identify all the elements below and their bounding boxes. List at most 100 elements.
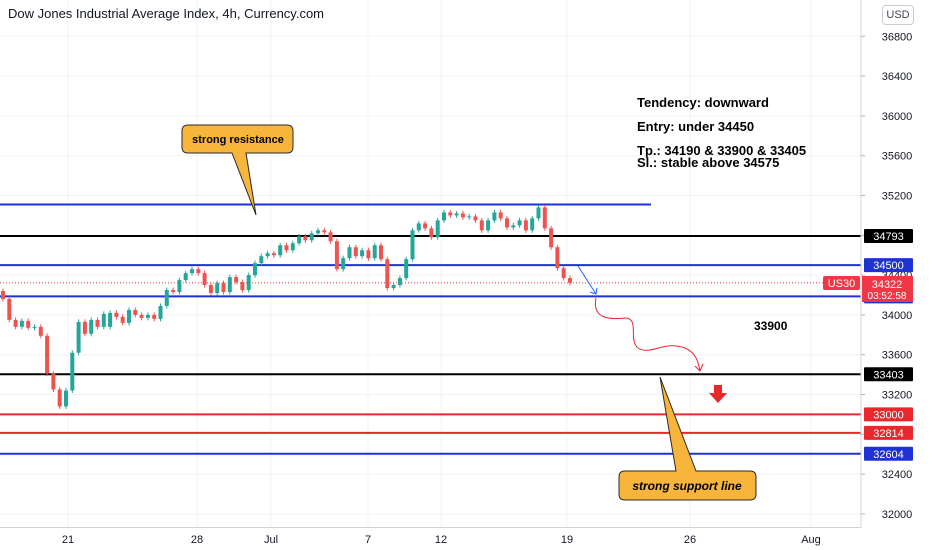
current-price-value: 34322 [872,279,903,291]
level-label-box [864,258,913,273]
candle [549,228,554,248]
candle [404,259,409,279]
symbol-tag-text: US30 [828,278,856,290]
candle [101,313,106,327]
candle [95,319,100,327]
y-tick-label: 33600 [882,350,913,362]
candle [435,220,440,238]
candle [334,241,339,270]
x-tick-label: 26 [684,534,696,546]
candle [397,278,402,286]
candle [152,314,157,319]
y-tick-label: 36800 [882,31,913,43]
x-tick-label: 12 [435,534,447,546]
x-tick-label: 28 [191,534,203,546]
candle [208,285,213,294]
resistance-callout-box [181,124,294,216]
candle [82,321,87,334]
candle [51,373,56,390]
horizontal-levels [0,203,861,455]
candle [309,233,314,241]
candle [13,319,18,327]
projection-arrowhead-2 [694,363,704,372]
candle [64,390,68,407]
candle [240,282,245,291]
candle [568,278,572,283]
target-note: 33900 [754,319,788,333]
candle [448,212,453,216]
candle [303,236,308,241]
projection-curve [594,297,701,371]
y-tick-label: 33200 [882,390,913,402]
candle [328,232,333,242]
sl-note: Sl.: stable above 34575 [637,155,780,170]
candle [253,263,257,276]
candle [177,280,182,293]
entry-note: Entry: under 34450 [637,119,755,134]
resistance-callout-text: strong resistance [192,134,284,146]
candle [259,256,264,264]
candle [89,319,94,334]
candle [341,258,346,270]
candle [145,314,150,318]
level-label-box [864,228,913,243]
candle [410,230,415,260]
candles [1,204,572,409]
candle [171,290,176,293]
level-label-text: 34500 [873,260,904,272]
candle [26,320,31,328]
candle [196,269,201,274]
candle [265,253,270,257]
support-callout-text: strong support line [632,479,742,493]
candle [32,326,37,328]
candle [316,230,320,234]
candle [183,273,188,281]
candle [45,335,50,374]
candle [227,277,232,293]
down-arrow-icon [709,385,727,403]
candle [360,250,365,257]
candle [479,220,484,231]
candle [76,321,81,353]
candle [202,273,207,286]
level-label-text: 34793 [873,231,904,243]
level-label-text: 32604 [873,449,904,461]
candle [347,247,352,259]
candle [57,389,62,407]
level-labels: 34793345003418633403330003281432604 [864,228,913,461]
candle [271,253,276,256]
candle [555,247,560,269]
candle [542,207,547,229]
y-tick-label: 35200 [882,191,913,203]
candle [353,247,358,257]
tp-note: Tp.: 34190 & 33900 & 33405 [637,143,807,158]
countdown-text: 03:52:58 [868,291,907,302]
candle [498,212,503,219]
candle [379,245,383,260]
support-callout-box [618,376,757,501]
candle [221,283,226,293]
candle [234,277,239,283]
candle [127,309,131,323]
candle [297,236,302,244]
projection-arrow-1 [577,265,597,295]
time-axis: 21 28 Jul 7 12 19 26 Aug [62,534,821,546]
candle [486,220,491,231]
currency-button[interactable]: USD [882,5,914,25]
candle [473,216,478,221]
candle [108,312,113,327]
candle [530,218,535,231]
level-label-text: 33000 [873,409,904,421]
candle [460,213,465,218]
level-label-box [864,367,913,382]
projection-arrowhead-1 [589,287,598,295]
candle [511,225,516,228]
x-tick-label: Jul [264,534,278,546]
level-label-box [864,446,913,461]
candle [366,250,371,259]
chart-title: Dow Jones Industrial Average Index, 4h, … [8,6,325,21]
candle [322,230,327,233]
candle [246,275,251,291]
candle [38,326,43,336]
